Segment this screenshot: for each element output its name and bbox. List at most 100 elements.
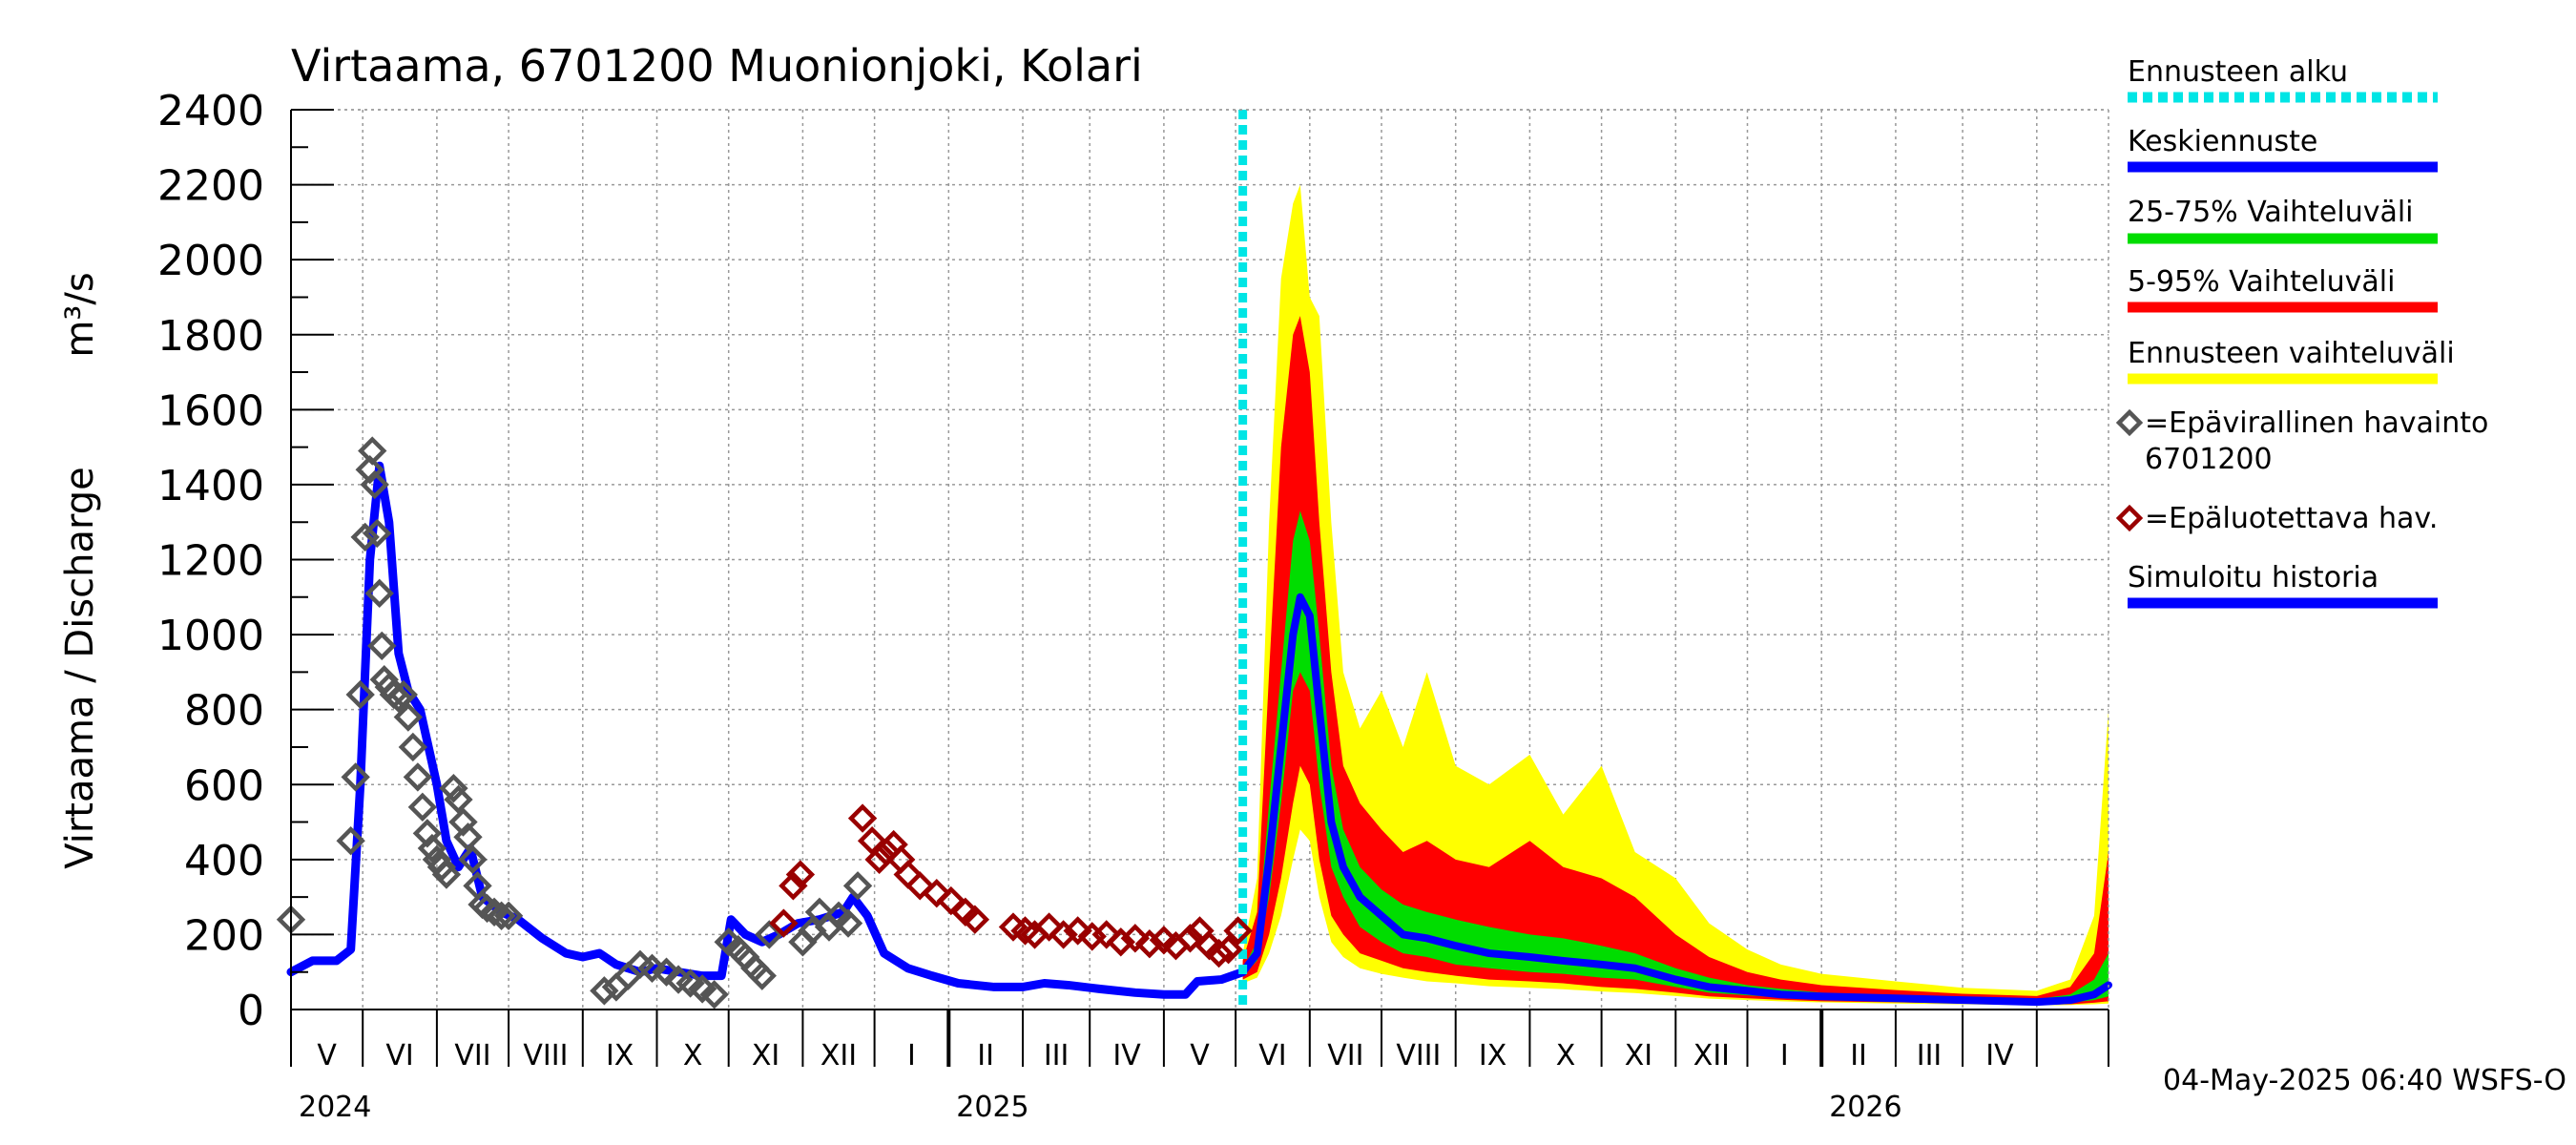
unofficial-observation-marker: [439, 773, 468, 803]
y-tick-label: 2200: [157, 162, 264, 211]
x-tick-label: XII: [1693, 1039, 1730, 1072]
legend-marker: [2115, 504, 2144, 532]
legend-label: =Epäluotettava hav.: [2145, 502, 2438, 535]
year-label: 2024: [299, 1091, 371, 1124]
unreliable-observation-marker: [960, 905, 990, 934]
unofficial-observation-marker: [358, 436, 387, 466]
legend-label: Ennusteen alku: [2128, 55, 2348, 89]
chart-title: Virtaama, 6701200 Muonionjoki, Kolari: [291, 40, 1143, 92]
unofficial-observation-marker: [336, 826, 365, 856]
unofficial-observation-marker: [431, 860, 462, 889]
unofficial-observation-marker: [355, 455, 384, 485]
axes: [290, 109, 2109, 1067]
x-tick-label: XI: [1625, 1039, 1652, 1072]
axis-labels: 0 200 400 600 800 1000 1200 1400 1600 1800 2000 220…: [157, 87, 2014, 1124]
unreliable-observation-marker: [922, 879, 951, 908]
x-tick-label: VIII: [523, 1039, 568, 1072]
unreliable-observation-marker: [785, 860, 816, 889]
x-tick-label: IX: [1479, 1039, 1506, 1072]
x-tick-label: X: [683, 1039, 703, 1072]
y-axis-unit: m³/s: [58, 272, 102, 357]
legend-label: =Epävirallinen havainto: [2145, 406, 2488, 440]
legend-label: 25-75% Vaihteluväli: [2128, 196, 2414, 229]
x-tick-label: I: [1780, 1039, 1789, 1072]
unofficial-observation-marker: [363, 518, 392, 549]
gridlines: [291, 109, 2109, 1010]
x-tick-label: IV: [1112, 1039, 1141, 1072]
unreliable-observation-marker: [779, 871, 808, 901]
unofficial-observation-marker: [601, 972, 632, 1002]
unofficial-observation-marker: [652, 957, 681, 987]
unofficial-observation-marker: [699, 980, 729, 1010]
x-tick-label: VII: [1327, 1039, 1363, 1072]
unofficial-observation-marker: [842, 871, 873, 901]
unreliable-observation-marker: [936, 885, 966, 916]
unofficial-observation-marker: [444, 784, 473, 815]
unreliable-observation-marker: [1204, 938, 1234, 968]
y-tick-label: 400: [184, 837, 264, 885]
x-tick-label: I: [907, 1039, 916, 1072]
y-tick-label: 1400: [157, 462, 264, 510]
unofficial-observation-marker: [350, 522, 380, 552]
footer-timestamp: 04-May-2025 06:40 WSFS-O: [2163, 1064, 2566, 1097]
unofficial-observation-marker: [403, 762, 433, 792]
forecast-bands: [1242, 184, 2109, 1006]
unofficial-observation-marker: [747, 961, 777, 990]
x-tick-label: IV: [1985, 1039, 2014, 1072]
legend-label: 6701200: [2145, 443, 2273, 476]
y-tick-label: 600: [184, 761, 264, 810]
x-tick-label: XI: [752, 1039, 779, 1072]
legend: Ennusteen alku Keskiennuste 25-75% Vaihtel…: [2115, 55, 2488, 609]
x-tick-label: V: [1190, 1039, 1210, 1072]
unofficial-observation-marker: [345, 679, 375, 710]
y-tick-label: 200: [184, 911, 264, 960]
y-tick-label: 1200: [157, 537, 264, 586]
x-tick-label: XII: [821, 1039, 857, 1072]
observation-markers: [276, 436, 1253, 1010]
legend-label: Simuloitu historia: [2128, 561, 2379, 594]
x-tick-label: X: [1556, 1039, 1576, 1072]
legend-marker: [2115, 408, 2144, 437]
unreliable-observation-marker: [1063, 916, 1092, 946]
unofficial-observation-marker: [417, 833, 447, 864]
x-tick-label: IX: [606, 1039, 634, 1072]
unofficial-observation-marker: [453, 822, 483, 852]
year-label: 2025: [956, 1091, 1028, 1124]
unreliable-observation-marker: [905, 871, 935, 901]
unofficial-observation-marker: [448, 807, 478, 837]
unreliable-observation-marker: [1106, 927, 1135, 957]
simulated-history-line: [286, 461, 1248, 999]
unreliable-observation-marker: [864, 844, 894, 875]
unofficial-observation-marker: [388, 679, 418, 710]
x-tick-label: III: [1044, 1039, 1070, 1072]
unreliable-observation-marker: [847, 803, 878, 833]
x-tick-label: VIII: [1396, 1039, 1441, 1072]
x-tick-label: VI: [385, 1039, 413, 1072]
unreliable-observation-marker: [1120, 924, 1151, 953]
unofficial-observation-marker: [393, 702, 424, 732]
y-tick-label: 1000: [157, 612, 264, 660]
unreliable-observation-marker: [1034, 912, 1064, 942]
unreliable-observation-marker: [1223, 916, 1253, 946]
unreliable-observation-marker: [1175, 924, 1205, 953]
unofficial-observation-marker: [367, 631, 397, 661]
forecast-median-line: [1238, 593, 2112, 1007]
unofficial-observation-marker: [472, 893, 502, 924]
x-tick-label: II: [1850, 1039, 1867, 1072]
unofficial-observation-marker: [398, 732, 428, 762]
x-tick-label: II: [977, 1039, 994, 1072]
unofficial-observation-marker: [493, 901, 524, 930]
unreliable-observation-marker: [769, 908, 799, 938]
band-full-range: [1242, 184, 2109, 1006]
unofficial-observation-marker: [364, 578, 394, 609]
unreliable-observation-marker: [1091, 920, 1121, 949]
unofficial-observation-marker: [487, 901, 516, 930]
unofficial-observation-marker: [458, 844, 488, 875]
unofficial-observation-marker: [833, 908, 863, 938]
unreliable-observation-marker: [1214, 934, 1243, 965]
unofficial-observation-marker: [407, 792, 438, 822]
unreliable-observation-marker: [1049, 920, 1078, 949]
legend-label: Keskiennuste: [2128, 125, 2317, 158]
